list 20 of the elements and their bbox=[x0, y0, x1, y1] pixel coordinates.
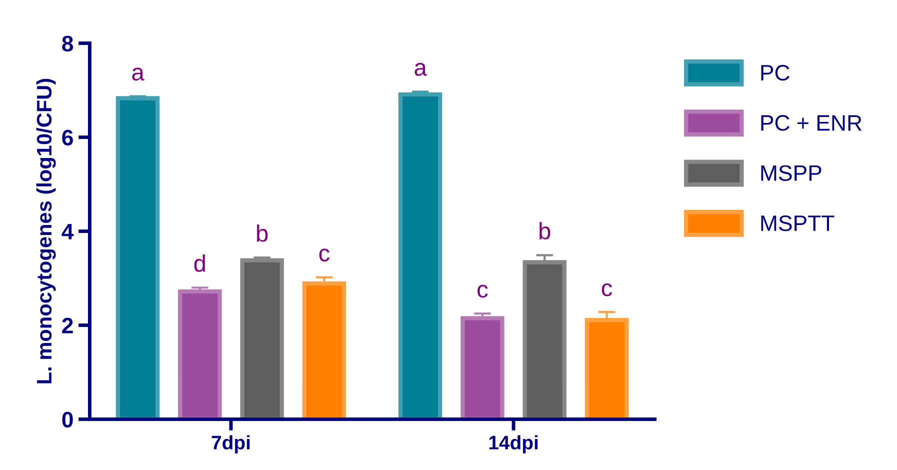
y-axis-title: L. monocytogenes (log10/CFU) bbox=[36, 78, 56, 384]
annotation: c bbox=[602, 283, 612, 296]
y-tick-label: 8 bbox=[62, 36, 74, 52]
y-tick-label: 4 bbox=[62, 224, 74, 240]
x-tick-label: 7dpi bbox=[212, 435, 250, 454]
annotation: c bbox=[478, 284, 488, 298]
y-tick-label: 2 bbox=[62, 318, 73, 334]
legend-label: PC + ENR bbox=[761, 115, 862, 131]
y-tick-label: 0 bbox=[62, 412, 73, 428]
annotation: a bbox=[132, 68, 144, 81]
annotation: d bbox=[194, 254, 205, 272]
x-tick-label: 14dpi bbox=[489, 435, 538, 454]
annotation: c bbox=[319, 248, 330, 262]
legend-label: MSPP bbox=[761, 165, 822, 181]
annotation: b bbox=[257, 224, 268, 242]
annotation: b bbox=[540, 222, 550, 240]
y-tick-label: 6 bbox=[62, 130, 73, 146]
legend-label: MSPTT bbox=[761, 215, 834, 232]
annotation: a bbox=[414, 62, 427, 76]
legend-label: PC bbox=[761, 64, 790, 81]
